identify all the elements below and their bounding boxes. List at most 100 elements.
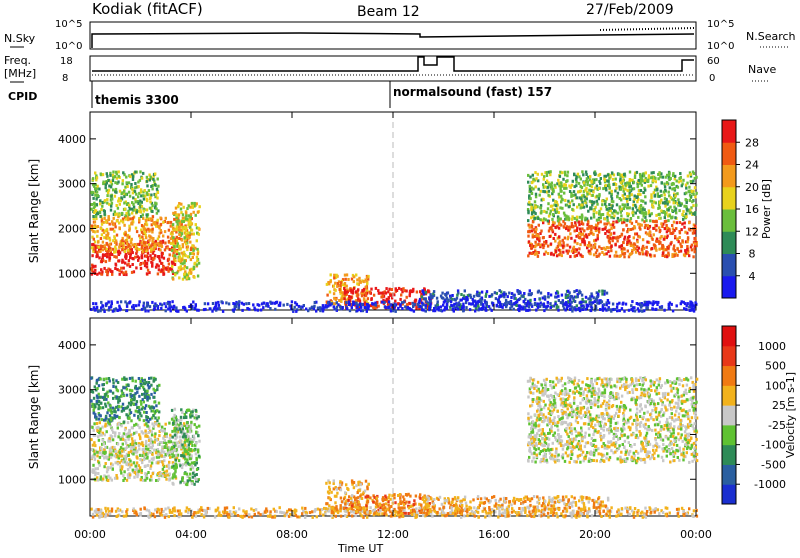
power-cell: [100, 173, 102, 176]
velocity-cell: [153, 401, 155, 404]
power-cell: [345, 301, 347, 304]
power-cell: [93, 206, 95, 209]
power-cell: [634, 310, 636, 313]
power-cell: [616, 255, 618, 258]
power-cell: [598, 290, 600, 293]
power-cell: [652, 303, 654, 306]
power-cell: [605, 184, 607, 187]
velocity-cell: [150, 377, 152, 380]
power-cell: [118, 246, 120, 249]
power-cell: [106, 255, 108, 258]
velocity-cell: [142, 398, 144, 401]
velocity-cell: [184, 441, 186, 444]
power-colorbar-label: Power [dB]: [760, 179, 773, 239]
power-cell: [159, 249, 161, 252]
power-cell: [158, 244, 160, 247]
power-cell: [162, 235, 164, 238]
velocity-cell: [107, 479, 109, 482]
power-cell: [574, 217, 576, 220]
power-cell: [456, 297, 458, 300]
power-cell: [584, 199, 586, 202]
power-cell: [543, 175, 545, 178]
velocity-cell: [122, 386, 124, 389]
power-cell: [95, 302, 97, 305]
power-cell: [92, 197, 94, 200]
power-cell: [694, 250, 696, 253]
power-cell: [695, 192, 697, 195]
power-cell: [335, 274, 337, 277]
power-cell: [689, 212, 691, 215]
power-cell: [655, 308, 657, 311]
nsky-trace: [92, 33, 694, 48]
velocity-cell: [144, 472, 146, 475]
power-cell: [257, 309, 259, 312]
power-cell: [155, 207, 157, 210]
nave-tick-max: 60: [707, 56, 720, 67]
power-cell: [686, 201, 688, 204]
power-cell: [668, 172, 670, 175]
velocity-cell: [93, 422, 95, 425]
power-cell: [100, 227, 102, 230]
power-cell: [530, 216, 532, 219]
power-cell: [586, 183, 588, 186]
power-cell: [545, 251, 547, 254]
power-cell: [598, 180, 600, 183]
power-cell: [197, 275, 199, 278]
power-cell: [527, 254, 529, 257]
power-cell: [399, 298, 401, 301]
power-cell: [456, 294, 458, 297]
power-cell: [598, 195, 600, 198]
power-cell: [238, 306, 240, 309]
power-cell: [197, 309, 199, 312]
power-cell: [422, 289, 424, 292]
power-cell: [634, 226, 636, 229]
power-cell: [600, 207, 602, 210]
power-cell: [148, 239, 150, 242]
power-cell: [349, 303, 351, 306]
power-cell: [668, 191, 670, 194]
velocity-cell: [168, 467, 170, 470]
power-cell: [554, 296, 556, 299]
power-cell: [574, 239, 576, 242]
power-cell: [628, 309, 630, 312]
power-cell: [563, 192, 565, 195]
power-cell: [193, 253, 195, 256]
power-cell: [326, 294, 328, 297]
power-cell: [692, 255, 694, 258]
power-cell: [191, 244, 193, 247]
power-cell: [580, 233, 582, 236]
power-cell: [92, 177, 94, 180]
velocity-cell: [151, 462, 153, 465]
power-cell: [107, 191, 109, 194]
power-cell: [186, 207, 188, 210]
power-cell: [629, 198, 631, 201]
power-cell: [122, 260, 124, 263]
velocity-cell: [143, 388, 145, 391]
power-cell: [576, 219, 578, 222]
power-cell: [530, 206, 532, 209]
power-cell: [119, 251, 121, 254]
power-cell: [633, 187, 635, 190]
power-cell: [160, 307, 162, 310]
power-cell: [548, 183, 550, 186]
power-cell: [394, 303, 396, 306]
power-cell: [184, 276, 186, 279]
velocity-cell: [94, 385, 96, 388]
power-cell: [663, 210, 665, 213]
velocity-cell: [142, 479, 144, 482]
velocity-cell: [189, 430, 191, 433]
velocity-cell: [96, 387, 98, 390]
power-cell: [576, 229, 578, 232]
power-cell: [503, 293, 505, 296]
power-cell: [531, 225, 533, 228]
power-cell: [624, 193, 626, 196]
power-cell: [523, 300, 525, 303]
power-cell: [382, 294, 384, 297]
power-cell: [607, 246, 609, 249]
power-cell: [98, 256, 100, 259]
power-cell: [555, 250, 557, 253]
power-cell: [355, 290, 357, 293]
velocity-cell: [145, 453, 147, 456]
velocity-cell: [169, 456, 171, 459]
velocity-cell: [165, 442, 167, 445]
